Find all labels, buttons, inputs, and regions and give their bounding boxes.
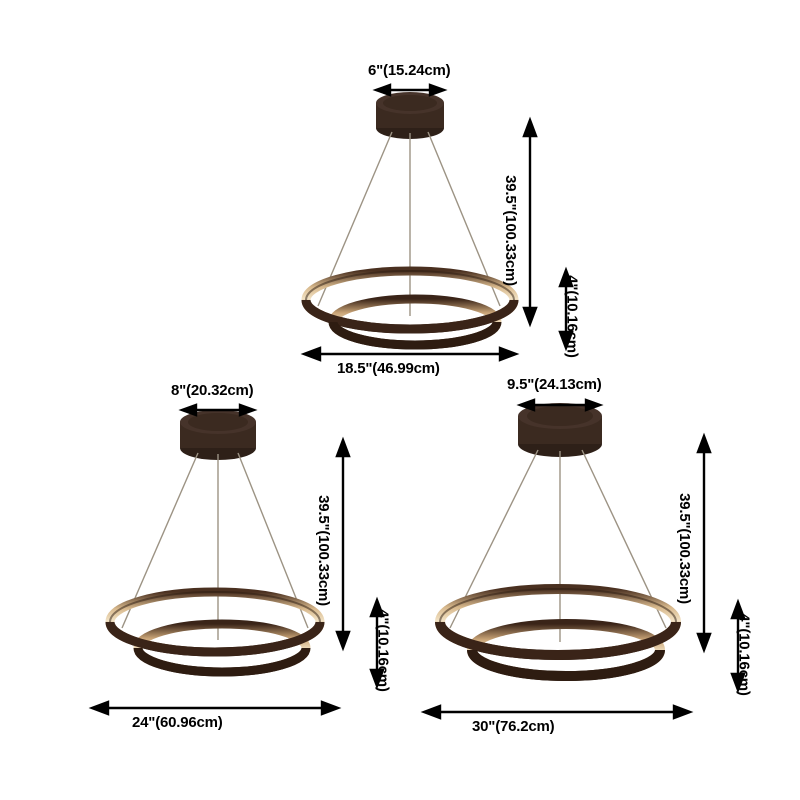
- canopy-dim-label-large: 9.5"(24.13cm): [507, 376, 602, 393]
- fixture-medium-drawing: [88, 403, 385, 716]
- width-dim-arrow-medium: [88, 700, 342, 716]
- ring-height-dim-arrow-medium: [369, 596, 385, 690]
- canopy-medium: [180, 410, 256, 460]
- width-dim-label-small: 18.5"(46.99cm): [337, 360, 440, 377]
- drop-dim-label-medium: 39.5"(100.33cm): [314, 495, 332, 606]
- suspension-wires-small: [317, 131, 501, 316]
- canopy-dim-arrow-small: [372, 83, 448, 97]
- ring-height-dim-label-large: 4"(10.16cm): [735, 613, 753, 696]
- canopy-dim-arrow-large: [516, 398, 604, 412]
- width-dim-label-large: 30"(76.2cm): [472, 718, 555, 735]
- fixture-medium: 8"(20.32cm) 24"(60.96cm) 39.5"(100.33cm)…: [0, 360, 400, 800]
- drop-dim-label-large: 39.5"(100.33cm): [675, 493, 693, 604]
- spiral-ring-large: [435, 584, 681, 681]
- drop-dim-label-small: 39.5"(100.33cm): [501, 175, 519, 286]
- width-dim-arrow-small: [300, 346, 520, 362]
- ring-height-dim-label-small: 4"(10.16cm): [563, 275, 581, 358]
- suspension-wires-large: [449, 449, 667, 642]
- drop-dim-arrow-small: [522, 116, 538, 328]
- width-dim-label-medium: 24"(60.96cm): [132, 714, 223, 731]
- fixture-small: 6"(15.24cm) 18.5"(46.99cm) 39.5"(100.33c…: [300, 62, 581, 377]
- canopy-dim-label-small: 6"(15.24cm): [368, 62, 451, 79]
- fixture-small-drawing: [300, 83, 574, 362]
- drop-dim-arrow-large: [696, 432, 712, 654]
- canopy-small: [376, 92, 444, 139]
- width-dim-arrow-large: [420, 704, 694, 720]
- ring-height-dim-label-medium: 4"(10.16cm): [374, 609, 392, 692]
- spiral-ring-small: [301, 266, 519, 350]
- ring-height-dim-arrow-small: [558, 266, 574, 352]
- canopy-dim-arrow-medium: [178, 403, 258, 417]
- spiral-ring-medium: [105, 587, 325, 677]
- fixture-large-drawing: [420, 398, 746, 720]
- canopy-dim-label-medium: 8"(20.32cm): [171, 382, 254, 399]
- fixture-large: 9.5"(24.13cm) 30"(76.2cm) 39.5"(100.33cm…: [400, 360, 800, 800]
- ring-height-dim-arrow-large: [730, 598, 746, 694]
- canopy-large: [518, 403, 602, 457]
- suspension-wires-medium: [121, 452, 309, 640]
- drop-dim-arrow-medium: [335, 436, 351, 652]
